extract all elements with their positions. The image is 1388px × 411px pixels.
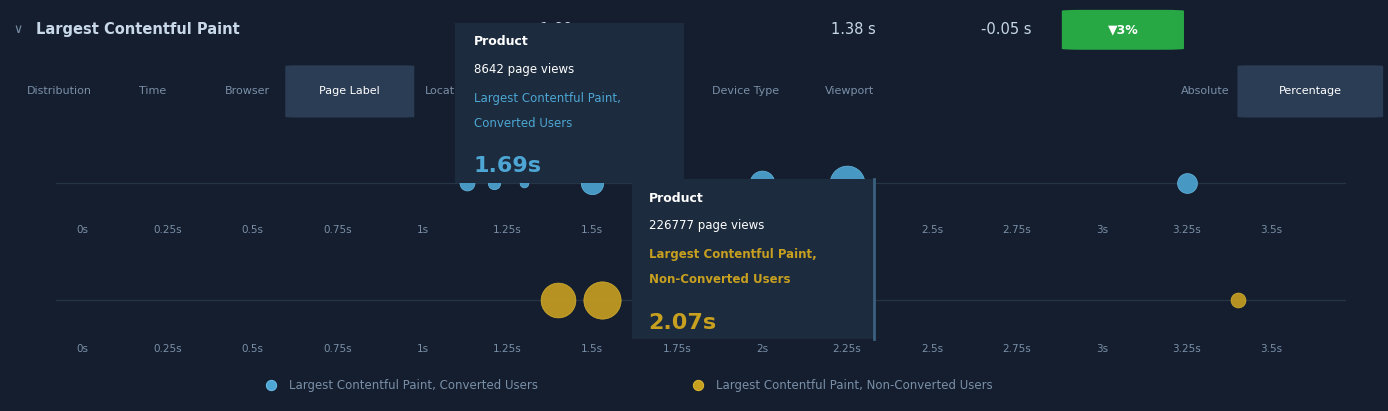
Point bbox=[547, 297, 569, 303]
Text: 0.25s: 0.25s bbox=[153, 225, 182, 235]
Text: Conne...: Conne... bbox=[526, 86, 573, 97]
Text: 1.38 s: 1.38 s bbox=[831, 22, 876, 37]
Text: Browser: Browser bbox=[225, 86, 269, 97]
Text: 1.75s: 1.75s bbox=[663, 344, 691, 353]
Text: 0.5s: 0.5s bbox=[242, 344, 264, 353]
Text: 3.25s: 3.25s bbox=[1173, 344, 1201, 353]
Text: Absolute: Absolute bbox=[1180, 86, 1230, 97]
Text: 2.25s: 2.25s bbox=[833, 344, 862, 353]
Text: Non-Converted Users: Non-Converted Users bbox=[648, 273, 790, 286]
Point bbox=[1176, 180, 1198, 186]
Text: Largest Contentful Paint,: Largest Contentful Paint, bbox=[473, 92, 620, 104]
Text: 1.5s: 1.5s bbox=[582, 344, 604, 353]
Text: Viewport: Viewport bbox=[824, 86, 874, 97]
Text: ▼3%: ▼3% bbox=[1108, 23, 1138, 36]
Text: Device Type: Device Type bbox=[712, 86, 779, 97]
Point bbox=[751, 297, 773, 303]
Text: 0.75s: 0.75s bbox=[323, 225, 351, 235]
Text: 8642 page views: 8642 page views bbox=[473, 62, 573, 76]
Text: 1.25s: 1.25s bbox=[493, 344, 522, 353]
Point bbox=[1227, 297, 1249, 303]
Text: 0s: 0s bbox=[76, 344, 89, 353]
Text: ry: ry bbox=[638, 86, 650, 97]
Text: ∨: ∨ bbox=[14, 23, 24, 36]
Point bbox=[836, 180, 858, 186]
Point bbox=[455, 180, 477, 186]
Text: Product: Product bbox=[648, 192, 704, 205]
Text: 3s: 3s bbox=[1095, 344, 1108, 353]
Text: 2.5s: 2.5s bbox=[920, 225, 942, 235]
Text: Largest Contentful Paint,: Largest Contentful Paint, bbox=[648, 248, 816, 261]
Text: 1.89 s: 1.89 s bbox=[540, 22, 584, 37]
Text: 0.5s: 0.5s bbox=[242, 225, 264, 235]
Point bbox=[483, 180, 505, 186]
FancyBboxPatch shape bbox=[1062, 10, 1184, 50]
Text: Converted Users: Converted Users bbox=[473, 117, 572, 130]
Point bbox=[591, 297, 613, 303]
Point bbox=[687, 382, 709, 389]
Text: 3.5s: 3.5s bbox=[1260, 344, 1283, 353]
Text: 2.25s: 2.25s bbox=[833, 225, 862, 235]
Text: Location: Location bbox=[425, 86, 472, 97]
Text: Distribution: Distribution bbox=[28, 86, 92, 97]
Text: 1.5s: 1.5s bbox=[582, 225, 604, 235]
Text: 3.5s: 3.5s bbox=[1260, 225, 1283, 235]
Point bbox=[751, 180, 773, 186]
Text: -0.05 s: -0.05 s bbox=[981, 22, 1031, 37]
Text: 0.75s: 0.75s bbox=[323, 344, 351, 353]
Point bbox=[666, 180, 688, 186]
Text: 2s: 2s bbox=[756, 225, 768, 235]
Text: 1.75s: 1.75s bbox=[663, 225, 691, 235]
Text: 3.25s: 3.25s bbox=[1173, 225, 1201, 235]
Text: 1.69s: 1.69s bbox=[473, 157, 541, 176]
Text: 0s: 0s bbox=[76, 225, 89, 235]
Text: Largest Contentful Paint: Largest Contentful Paint bbox=[36, 22, 240, 37]
FancyBboxPatch shape bbox=[1238, 65, 1382, 118]
Text: Percentage: Percentage bbox=[1278, 86, 1342, 97]
Point bbox=[582, 180, 604, 186]
Text: Page Label: Page Label bbox=[319, 86, 380, 97]
Point bbox=[514, 180, 536, 186]
FancyBboxPatch shape bbox=[285, 65, 414, 118]
Text: 3s: 3s bbox=[1095, 225, 1108, 235]
Text: Product: Product bbox=[473, 35, 529, 48]
Text: 1s: 1s bbox=[416, 225, 429, 235]
Text: Largest Contentful Paint, Non-Converted Users: Largest Contentful Paint, Non-Converted … bbox=[716, 379, 992, 392]
Text: 2.5s: 2.5s bbox=[920, 344, 942, 353]
Text: 2.07s: 2.07s bbox=[648, 313, 716, 332]
Point bbox=[260, 382, 282, 389]
Text: 2s: 2s bbox=[756, 344, 768, 353]
Text: Largest Contentful Paint, Converted Users: Largest Contentful Paint, Converted User… bbox=[289, 379, 537, 392]
Text: 0.25s: 0.25s bbox=[153, 344, 182, 353]
Text: 2.75s: 2.75s bbox=[1002, 344, 1031, 353]
Text: Time: Time bbox=[139, 86, 167, 97]
Text: 1s: 1s bbox=[416, 344, 429, 353]
Text: 1.25s: 1.25s bbox=[493, 225, 522, 235]
Text: 2.75s: 2.75s bbox=[1002, 225, 1031, 235]
Text: 226777 page views: 226777 page views bbox=[648, 219, 763, 232]
